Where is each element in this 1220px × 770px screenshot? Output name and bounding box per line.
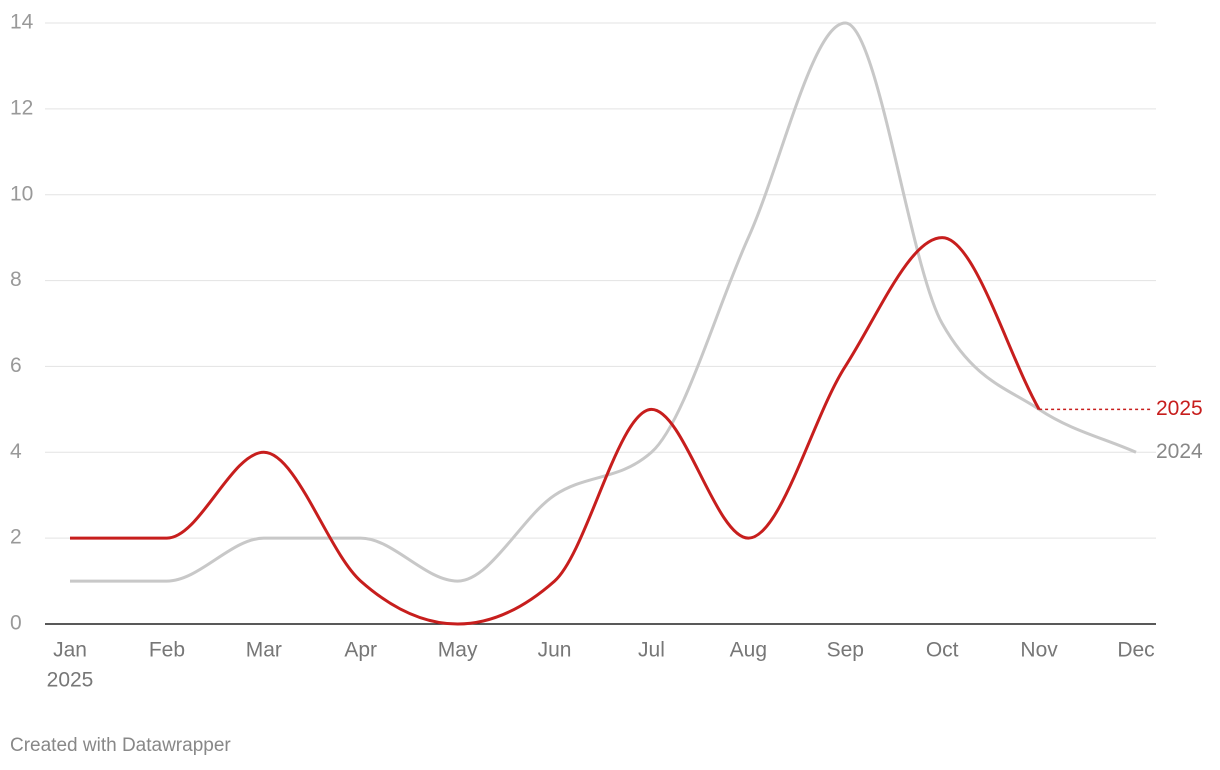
y-tick-label: 12 [10,96,33,119]
x-tick-label: Apr [344,639,377,662]
y-tick-label: 6 [10,354,22,377]
x-tick-label: Jul [638,639,665,662]
y-tick-label: 0 [10,612,22,635]
y-tick-label: 8 [10,268,22,291]
series-line [69,21,1137,583]
x-tick-label: Aug [730,639,767,662]
x-tick-label: Jan [53,639,87,662]
x-tick-label: Oct [926,639,959,662]
credit: Created with Datawrapper [10,735,231,756]
series-line [70,236,1041,626]
x-tick-label: Sep [827,639,864,662]
x-tick-label: Dec [1117,639,1154,662]
x-tick-label: Feb [149,639,185,662]
x-tick-label: Nov [1020,639,1058,662]
y-tick-label: 14 [10,11,34,34]
x-tick-label: May [438,639,478,662]
y-tick-label: 2 [10,526,22,549]
series-label: 2024 [1156,440,1203,463]
y-tick-label: 10 [10,182,33,205]
x-tick-label: Jun [538,639,572,662]
y-tick-label: 4 [10,440,22,463]
series-label: 2025 [1156,397,1203,420]
x-tick-label: Mar [246,639,282,662]
x-year-label: 2025 [47,669,94,692]
